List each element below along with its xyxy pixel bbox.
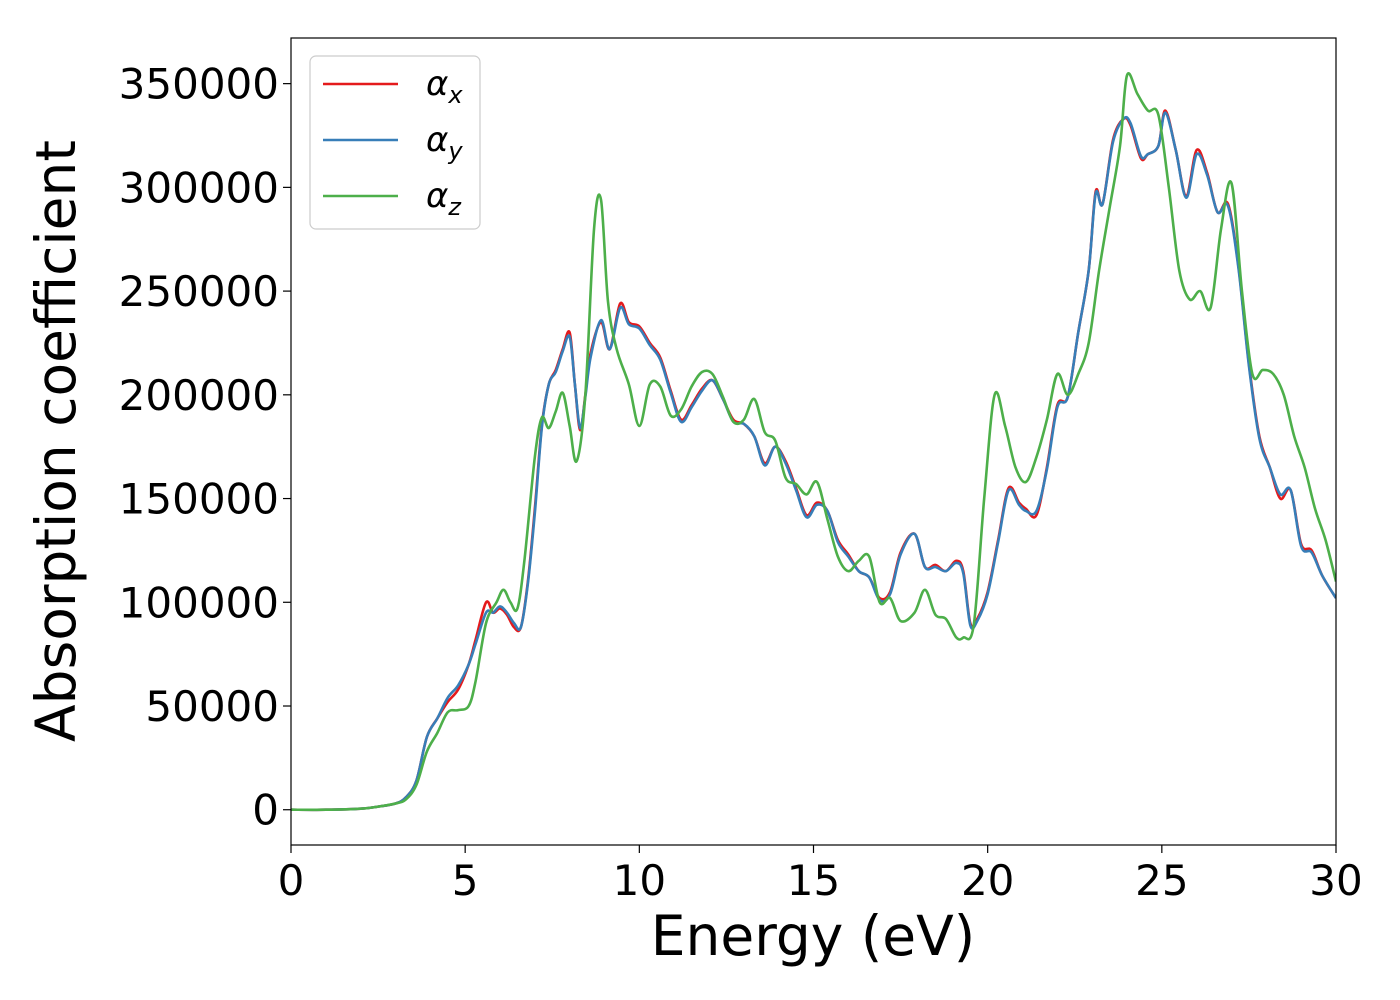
legend-label: αx bbox=[426, 64, 463, 109]
y-tick-label: 300000 bbox=[119, 163, 279, 212]
legend-label: αy bbox=[426, 120, 463, 165]
legend-label-sub: y bbox=[447, 137, 463, 165]
legend-item-z: αz bbox=[323, 176, 462, 221]
legend-label-main: α bbox=[426, 176, 448, 216]
y-tick-label: 350000 bbox=[119, 60, 279, 109]
legend-box bbox=[309, 55, 481, 230]
y-tick-label: 100000 bbox=[119, 578, 279, 627]
x-tick-label: 10 bbox=[613, 856, 666, 905]
legend-item-y: αy bbox=[323, 120, 463, 165]
legend-label-sub: z bbox=[447, 193, 462, 221]
y-tick-label: 150000 bbox=[119, 475, 279, 524]
x-tick-label: 20 bbox=[961, 856, 1014, 905]
legend-item-x: αx bbox=[323, 64, 463, 109]
x-tick-label: 15 bbox=[787, 856, 840, 905]
y-tick-label: 50000 bbox=[145, 682, 279, 731]
x-tick-label: 5 bbox=[452, 856, 479, 905]
series-line-z bbox=[291, 72, 1336, 812]
legend-label: αz bbox=[426, 176, 462, 221]
x-tick-label: 0 bbox=[278, 856, 305, 905]
x-tick-label: 30 bbox=[1309, 856, 1362, 905]
y-tick-label: 200000 bbox=[119, 371, 279, 420]
series-lines bbox=[291, 72, 1336, 812]
plot-frame bbox=[290, 37, 1337, 846]
legend-label-sub: x bbox=[447, 81, 463, 109]
x-axis-label: Energy (eV) bbox=[651, 904, 975, 968]
x-tick-label: 25 bbox=[1135, 856, 1188, 905]
legend-label-main: α bbox=[426, 64, 448, 104]
legend-label-main: α bbox=[426, 120, 448, 160]
y-axis-label: Absorption coefficient bbox=[24, 140, 88, 742]
axis-ticks: 0 5 10 15 20 25 30 0 50000 100000 150000 200000 2500… bbox=[119, 60, 1363, 905]
y-tick-label: 250000 bbox=[119, 267, 279, 316]
y-tick-label: 0 bbox=[252, 786, 279, 835]
plot-area bbox=[291, 72, 1336, 812]
